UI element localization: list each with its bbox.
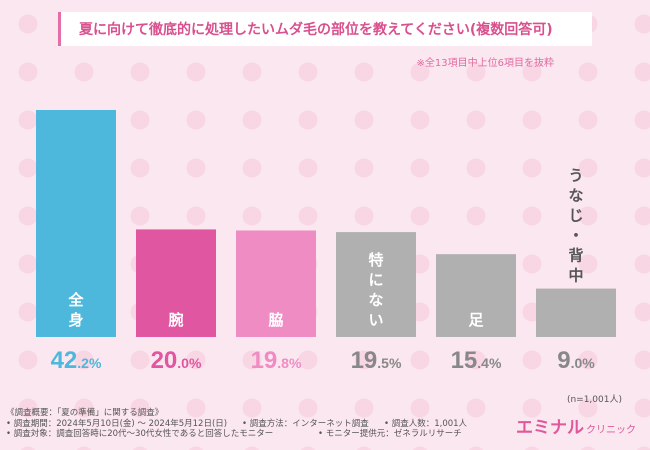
bar-1: [136, 229, 216, 337]
chart-title: 夏に向けて徹底的に処理したいムダ毛の部位を教えてください(複数回答可): [58, 12, 592, 46]
category-label-3: 特にない: [368, 251, 383, 329]
value-label-0: 42.2%: [51, 347, 102, 374]
footer-period: • 調査期間：2024年5月10日(金) ～ 2024年5月12日(日): [6, 418, 228, 429]
category-label-4: 足: [468, 311, 484, 329]
value-label-4: 15.4%: [451, 347, 502, 374]
category-label-5: うなじ・背中: [568, 167, 583, 285]
logo-main: エミナル: [516, 418, 584, 438]
value-label-3: 19.5%: [351, 347, 402, 374]
value-label-2: 19.8%: [251, 347, 302, 374]
footer-provider: • モニター提供元：ゼネラルリサーチ: [318, 429, 462, 440]
category-label-0: 全身: [67, 291, 84, 329]
value-label-5: 9.0%: [557, 347, 595, 374]
footer-method: • 調査方法：インターネット調査: [242, 418, 369, 429]
bar-0: [36, 110, 116, 337]
note: ※全13項目中上位6項目を抜粋: [416, 58, 554, 69]
bar-5: [536, 288, 616, 337]
logo-sub: クリニック: [586, 425, 636, 436]
bar-3: [336, 232, 416, 337]
value-label-1: 20.0%: [151, 347, 202, 374]
footer-target: • 調査対象：調査回答時に20代～30代女性であると回答したモニター: [6, 429, 274, 440]
bar-4: [436, 254, 516, 337]
category-label-2: 脇: [268, 311, 283, 329]
footer-overview: 《調査概要：「夏の準備」に関する調査》: [6, 408, 164, 418]
category-label-1: 腕: [168, 311, 183, 329]
footer-respondents: • 調査人数：1,001人: [384, 418, 468, 429]
bar-chart: 全身 42.2% 腕 20.0% 脇 19.8% 特にない 19.5% 足 15.4% うなじ・背中…: [36, 110, 616, 374]
sample-size: (n=1,001人): [566, 395, 622, 405]
bar-2: [236, 230, 316, 337]
clinic-logo: エミナル クリニック: [516, 413, 636, 438]
